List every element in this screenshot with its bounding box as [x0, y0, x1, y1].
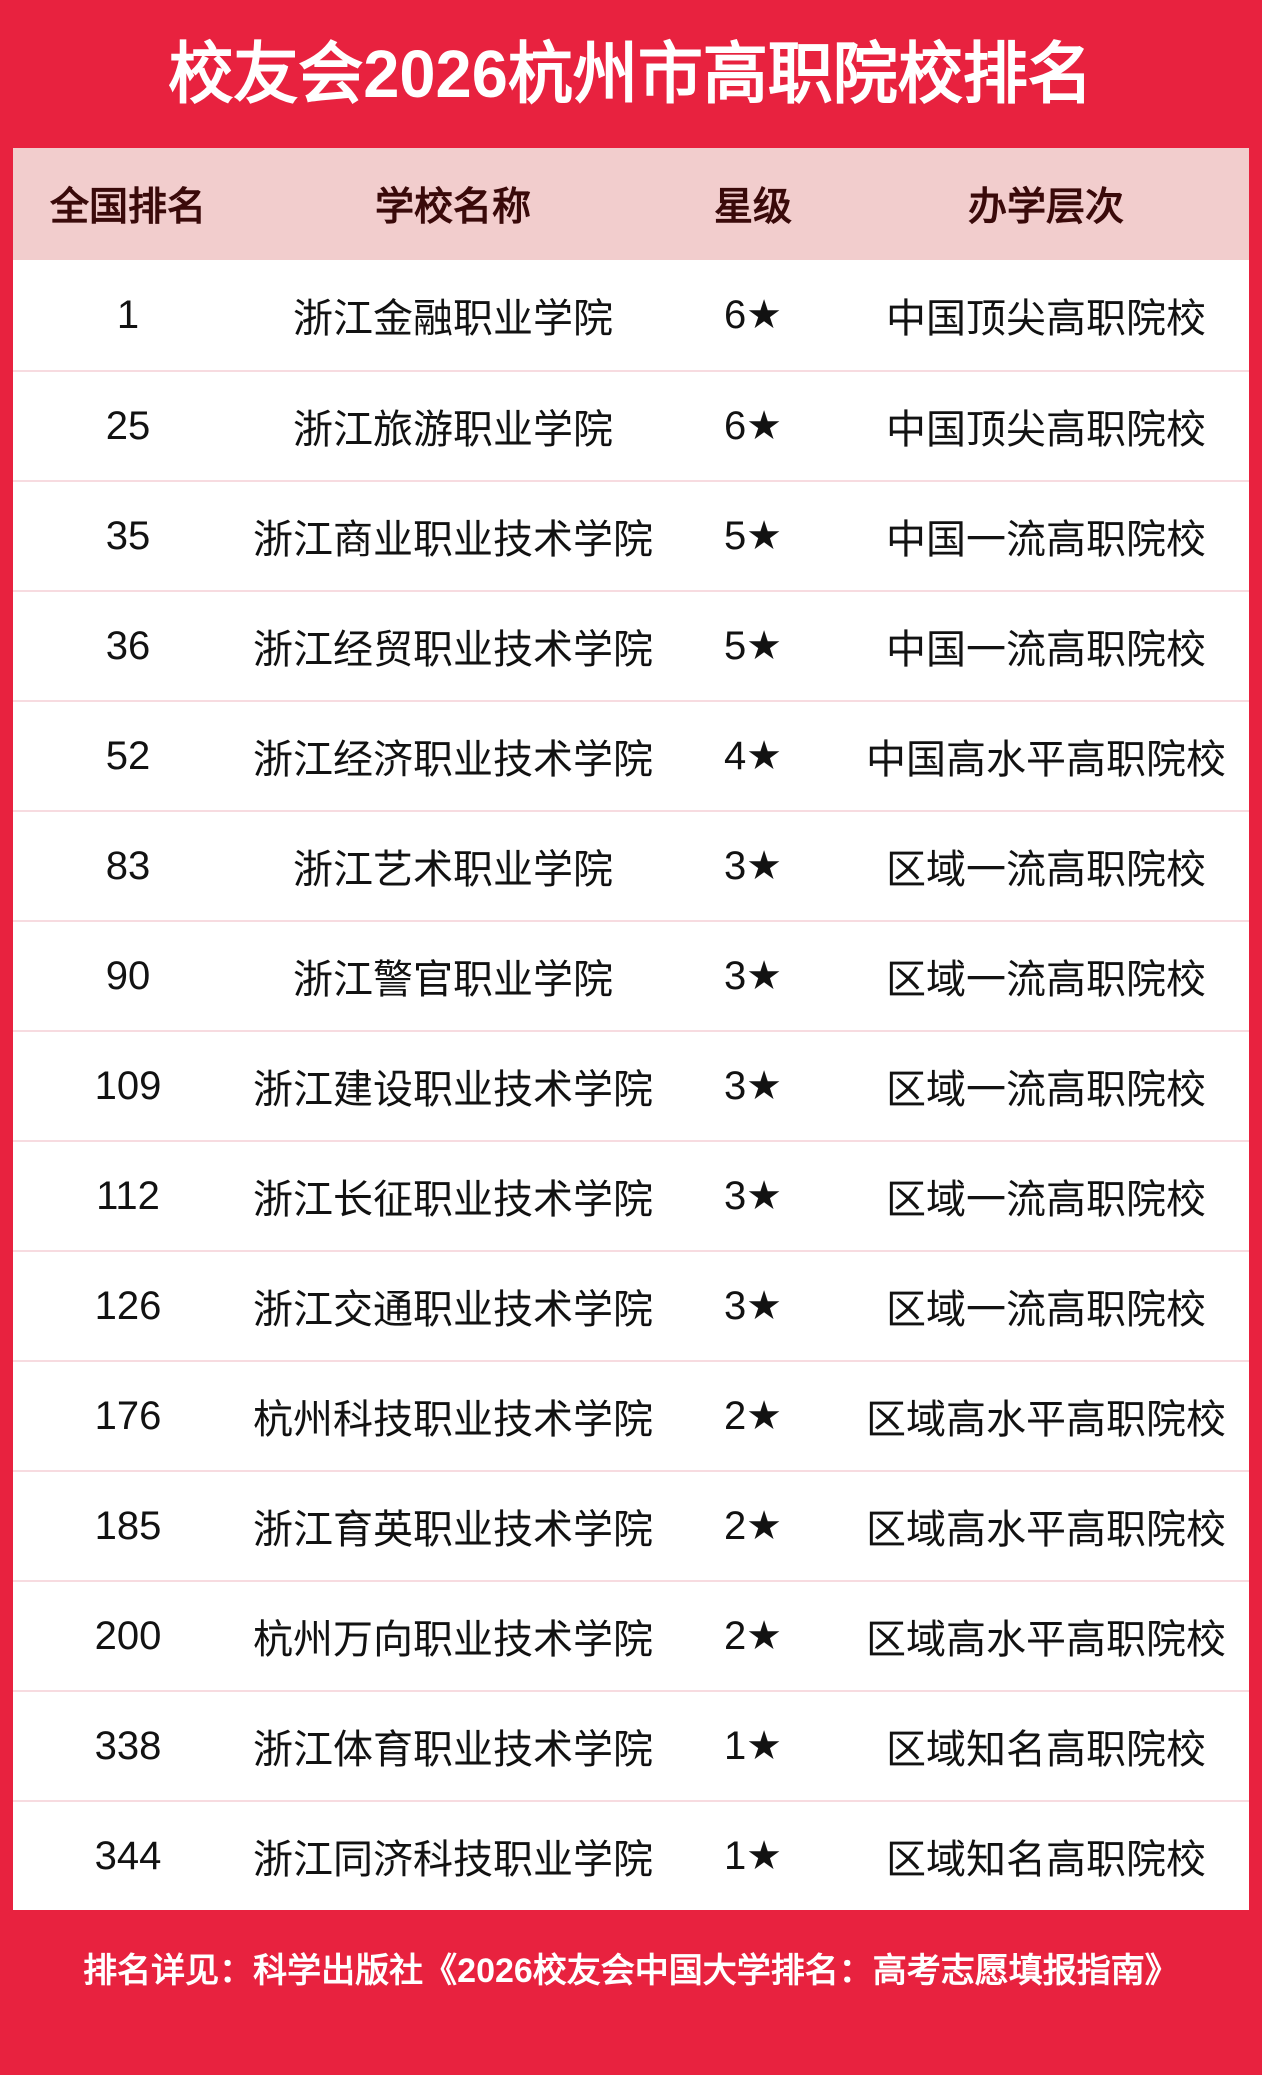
cell-star-level: 3★ [723, 954, 783, 998]
cell-tier: 中国顶尖高职院校 [886, 297, 1206, 341]
cell-tier: 区域高水平高职院校 [866, 1618, 1226, 1662]
cell-tier: 区域知名高职院校 [886, 1728, 1206, 1772]
cell-tier: 区域高水平高职院校 [866, 1508, 1226, 1552]
table-row: 109 浙江建设职业技术学院 3★ 区域一流高职院校 [13, 1030, 1249, 1140]
cell-star-level: 1★ [723, 1834, 783, 1878]
table-row: 35 浙江商业职业技术学院 5★ 中国一流高职院校 [13, 480, 1249, 590]
cell-star-level: 2★ [723, 1504, 783, 1548]
cell-school-name: 杭州万向职业技术学院 [253, 1618, 653, 1662]
cell-school-name: 浙江交通职业技术学院 [253, 1288, 653, 1332]
cell-star-level: 4★ [723, 734, 783, 778]
cell-star-level: 5★ [723, 514, 783, 558]
page-title: 校友会2026杭州市高职院校排名 [168, 36, 1094, 112]
cell-tier: 区域一流高职院校 [886, 1068, 1206, 1112]
cell-rank: 185 [94, 1503, 162, 1548]
cell-tier: 区域一流高职院校 [886, 958, 1206, 1002]
column-header-rank: 全国排名 [49, 186, 206, 229]
table-row: 36 浙江经贸职业技术学院 5★ 中国一流高职院校 [13, 590, 1249, 700]
cell-star-level: 3★ [723, 1174, 783, 1218]
table-row: 83 浙江艺术职业学院 3★ 区域一流高职院校 [13, 810, 1249, 920]
cell-star-level: 6★ [723, 404, 783, 448]
cell-school-name: 浙江育英职业技术学院 [253, 1508, 653, 1552]
cell-school-name: 浙江金融职业学院 [293, 297, 613, 341]
cell-rank: 126 [94, 1283, 162, 1328]
cell-star-level: 5★ [723, 624, 783, 668]
cell-tier: 中国一流高职院校 [886, 628, 1206, 672]
cell-rank: 83 [105, 843, 151, 888]
cell-rank: 200 [94, 1613, 162, 1658]
cell-rank: 112 [96, 1173, 160, 1218]
table-row: 344 浙江同济科技职业学院 1★ 区域知名高职院校 [13, 1800, 1249, 1910]
table-row: 176 杭州科技职业技术学院 2★ 区域高水平高职院校 [13, 1360, 1249, 1470]
footer-note: 排名详见：科学出版社《2026校友会中国大学排名：高考志愿填报指南》 [83, 1952, 1179, 1990]
cell-tier: 区域高水平高职院校 [866, 1398, 1226, 1442]
table-row: 200 杭州万向职业技术学院 2★ 区域高水平高职院校 [13, 1580, 1249, 1690]
cell-rank: 1 [116, 292, 140, 337]
ranking-table: 全国排名 学校名称 星级 办学层次 1 浙江金融职业学院 6★ 中国顶尖高职院校 25 浙… [13, 148, 1249, 1910]
table-row: 1 浙江金融职业学院 6★ 中国顶尖高职院校 [13, 260, 1249, 370]
cell-school-name: 浙江长征职业技术学院 [253, 1178, 653, 1222]
table-row: 338 浙江体育职业技术学院 1★ 区域知名高职院校 [13, 1690, 1249, 1800]
cell-tier: 区域一流高职院校 [886, 1178, 1206, 1222]
cell-star-level: 3★ [723, 1284, 783, 1328]
cell-rank: 176 [94, 1393, 162, 1438]
table-body: 1 浙江金融职业学院 6★ 中国顶尖高职院校 25 浙江旅游职业学院 6★ 中国顶尖高职院校 3… [13, 260, 1249, 1910]
cell-rank: 35 [105, 513, 151, 558]
cell-rank: 344 [94, 1833, 162, 1878]
title-banner: 校友会2026杭州市高职院校排名 [0, 0, 1262, 148]
table-row: 185 浙江育英职业技术学院 2★ 区域高水平高职院校 [13, 1470, 1249, 1580]
column-header-star-level: 星级 [713, 186, 792, 229]
table-row: 52 浙江经济职业技术学院 4★ 中国高水平高职院校 [13, 700, 1249, 810]
cell-star-level: 3★ [723, 844, 783, 888]
cell-rank: 36 [105, 623, 151, 668]
cell-school-name: 浙江经济职业技术学院 [253, 738, 653, 782]
cell-school-name: 浙江建设职业技术学院 [253, 1068, 653, 1112]
cell-tier: 中国顶尖高职院校 [886, 408, 1206, 452]
cell-star-level: 2★ [723, 1614, 783, 1658]
table-row: 90 浙江警官职业学院 3★ 区域一流高职院校 [13, 920, 1249, 1030]
cell-rank: 25 [105, 403, 151, 448]
cell-tier: 区域一流高职院校 [886, 848, 1206, 892]
column-header-tier: 办学层次 [967, 186, 1124, 229]
table-row: 112 浙江长征职业技术学院 3★ 区域一流高职院校 [13, 1140, 1249, 1250]
cell-rank: 338 [94, 1723, 162, 1768]
cell-rank: 90 [105, 953, 151, 998]
footer-banner: 排名详见：科学出版社《2026校友会中国大学排名：高考志愿填报指南》 [0, 1910, 1262, 2025]
cell-tier: 区域一流高职院校 [886, 1288, 1206, 1332]
cell-rank: 109 [94, 1063, 162, 1108]
cell-school-name: 浙江同济科技职业学院 [253, 1838, 653, 1882]
cell-school-name: 浙江旅游职业学院 [293, 408, 613, 452]
cell-tier: 中国高水平高职院校 [866, 738, 1226, 782]
cell-school-name: 浙江商业职业技术学院 [253, 518, 653, 562]
column-header-school-name: 学校名称 [374, 186, 531, 229]
cell-star-level: 6★ [723, 293, 783, 337]
table-row: 126 浙江交通职业技术学院 3★ 区域一流高职院校 [13, 1250, 1249, 1360]
cell-school-name: 浙江警官职业学院 [293, 958, 613, 1002]
cell-star-level: 2★ [723, 1394, 783, 1438]
cell-star-level: 3★ [723, 1064, 783, 1108]
cell-rank: 52 [105, 733, 151, 778]
table-row: 25 浙江旅游职业学院 6★ 中国顶尖高职院校 [13, 370, 1249, 480]
cell-school-name: 浙江艺术职业学院 [293, 848, 613, 892]
table-header-row: 全国排名 学校名称 星级 办学层次 [13, 148, 1249, 260]
cell-tier: 区域知名高职院校 [886, 1838, 1206, 1882]
cell-school-name: 浙江经贸职业技术学院 [253, 628, 653, 672]
cell-school-name: 浙江体育职业技术学院 [253, 1728, 653, 1772]
cell-tier: 中国一流高职院校 [886, 518, 1206, 562]
cell-school-name: 杭州科技职业技术学院 [253, 1398, 653, 1442]
cell-star-level: 1★ [723, 1724, 783, 1768]
